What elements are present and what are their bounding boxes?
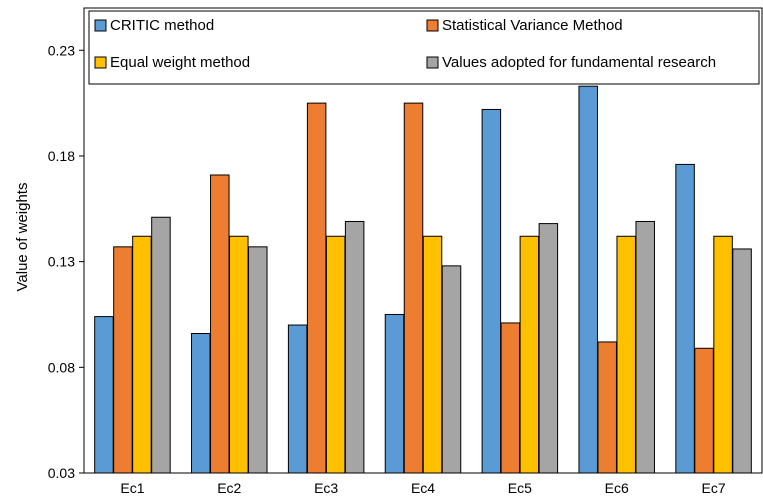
bar-ec4-series-1 [384, 313, 405, 474]
y-tick-label: 0.23 [48, 42, 75, 58]
bar-ec2-series-4 [248, 246, 268, 474]
bar-ec5-series-4 [538, 223, 559, 474]
bar-ec7-series-4 [732, 248, 752, 474]
legend-swatch [94, 19, 107, 32]
y-axis-title: Value of weights [14, 183, 31, 292]
x-tick-label: Ec3 [314, 480, 338, 496]
legend-swatch [426, 56, 439, 69]
legend-label: Statistical Variance Method [442, 17, 623, 34]
bar-ec7-series-2 [694, 347, 714, 474]
bar-ec4-series-3 [422, 235, 443, 474]
bar-ec6-series-3 [616, 235, 636, 474]
legend-swatch [94, 56, 107, 69]
legend-label: CRITIC method [110, 17, 214, 34]
bar-ec3-series-1 [287, 324, 308, 474]
bar-ec1-series-4 [151, 216, 171, 474]
bar-ec2-series-1 [191, 333, 211, 474]
legend-label: Equal weight method [110, 54, 250, 71]
bar-ec5-series-3 [519, 235, 540, 474]
bar-ec7-series-3 [713, 235, 733, 474]
legend: CRITIC method Statistical Variance Method… [88, 10, 760, 85]
bar-ec4-series-4 [441, 265, 462, 474]
bar-ec3-series-3 [325, 235, 346, 474]
bar-ec6-series-4 [635, 220, 655, 474]
y-tick-label: 0.08 [48, 359, 75, 375]
legend-swatch [426, 19, 439, 32]
bar-ec1-series-2 [113, 246, 133, 474]
bar-ec3-series-4 [344, 220, 365, 474]
bar-ec7-series-1 [675, 163, 695, 474]
bar-ec2-series-3 [229, 235, 249, 474]
bar-ec5-series-2 [500, 322, 521, 474]
bar-ec1-series-1 [94, 316, 114, 474]
x-tick-label: Ec5 [508, 480, 532, 496]
bar-ec5-series-1 [481, 108, 502, 474]
bar-ec6-series-1 [578, 85, 598, 474]
bar-ec4-series-2 [403, 102, 424, 474]
x-tick-label: Ec1 [120, 480, 144, 496]
bar-ec3-series-2 [306, 102, 327, 474]
x-tick-label: Ec6 [605, 480, 629, 496]
plot-area: 0.03 0.08 0.13 0.18 0.23 Ec1 Ec2 Ec3 Ec4 Ec5 Ec6 Ec… [48, 7, 763, 496]
legend-label: Values adopted for fundamental research [442, 54, 716, 71]
y-tick-label: 0.18 [48, 148, 75, 164]
x-tick-label: Ec7 [702, 480, 726, 496]
bar-ec1-series-3 [132, 235, 152, 474]
legend-box [88, 10, 760, 85]
x-tick-label: Ec2 [217, 480, 241, 496]
y-tick-label: 0.13 [48, 254, 75, 270]
bar-ec2-series-2 [210, 174, 230, 474]
y-tick-label: 0.03 [48, 465, 75, 481]
bar-ec6-series-2 [597, 341, 617, 474]
x-tick-label: Ec4 [411, 480, 435, 496]
